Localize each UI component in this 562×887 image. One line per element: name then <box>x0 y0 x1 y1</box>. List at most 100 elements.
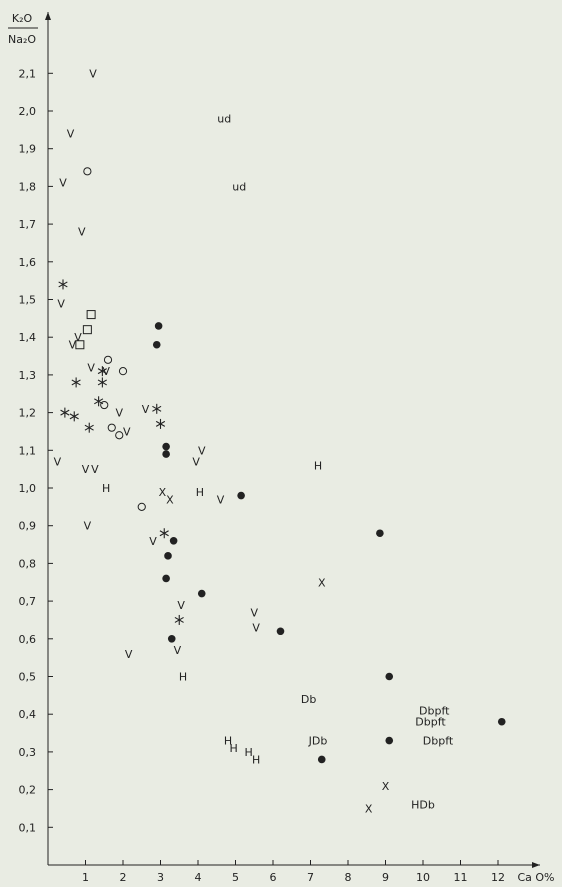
point-v: V <box>174 644 182 657</box>
point-asterisk <box>60 407 70 418</box>
point-h: H <box>196 486 204 499</box>
point-v: V <box>192 456 200 469</box>
point-dot <box>317 755 326 764</box>
point-v: V <box>82 463 90 476</box>
point-annotation: Db <box>301 693 316 706</box>
asterisk-stroke <box>152 405 162 412</box>
y-tick-label: 2,1 <box>19 67 37 80</box>
point-annotation: Dbpft <box>419 704 450 717</box>
point-circle <box>83 167 92 176</box>
point-h: H <box>224 735 232 748</box>
point-v: V <box>217 493 225 506</box>
y-tick-label: 0,8 <box>19 557 37 570</box>
point-v: V <box>123 425 131 438</box>
y-tick-label: 0,7 <box>19 595 37 608</box>
point-dot <box>169 536 178 545</box>
point-asterisk <box>159 528 169 539</box>
point-dot <box>167 635 176 643</box>
y-tick-label: 0,3 <box>19 746 37 759</box>
point-asterisk <box>94 396 104 407</box>
y-tick-label: 0,1 <box>19 821 37 834</box>
point-circle <box>115 431 124 440</box>
point-v: V <box>59 177 67 190</box>
point-v: V <box>91 463 99 476</box>
point-h: H <box>102 482 110 495</box>
y-tick-label: 1,4 <box>19 331 37 344</box>
point-circle <box>103 355 113 364</box>
point-v: V <box>89 67 97 80</box>
point-v: V <box>250 606 258 619</box>
point-v: V <box>87 361 95 374</box>
x-tick-label: 7 <box>307 871 314 884</box>
point-square <box>75 340 85 350</box>
point-annotation: ud <box>217 113 231 126</box>
point-dot <box>385 672 394 681</box>
point-asterisk <box>97 377 107 388</box>
x-tick-label: 6 <box>270 871 277 884</box>
asterisk-stroke <box>84 424 94 431</box>
x-tick-label: 10 <box>416 871 430 884</box>
asterisk-stroke <box>97 368 107 375</box>
point-dot <box>154 322 163 330</box>
x-tick-label: 3 <box>157 871 164 884</box>
y-tick-label: 1,9 <box>19 143 37 156</box>
point-v: V <box>115 407 123 420</box>
point-v: V <box>67 128 75 141</box>
asterisk-stroke <box>60 409 70 416</box>
x-tick-label: 4 <box>195 871 202 884</box>
point-h: H <box>244 746 252 759</box>
point-v: V <box>57 297 65 310</box>
point-dot <box>162 450 170 458</box>
point-square <box>86 310 96 320</box>
asterisk-stroke <box>174 616 184 623</box>
point-asterisk <box>84 422 94 433</box>
x-axis-title: Ca O% <box>517 871 554 884</box>
point-x: X <box>159 486 167 499</box>
x-tick-label: 9 <box>382 871 389 884</box>
point-asterisk <box>97 366 107 377</box>
point-asterisk <box>71 377 81 388</box>
point-x: X <box>318 576 326 589</box>
point-v: V <box>102 365 110 378</box>
y-tick-label: 1,3 <box>19 369 37 382</box>
y-tick-label: 1,7 <box>19 218 37 231</box>
y-tick-label: 1,5 <box>19 294 37 307</box>
point-dot <box>237 491 245 500</box>
point-circle <box>118 367 128 376</box>
point-dot <box>152 340 161 349</box>
asterisk-stroke <box>155 420 166 427</box>
point-annotation: Dbpft <box>415 716 446 729</box>
point-circle <box>137 502 146 511</box>
point-circle <box>107 423 116 432</box>
x-tick-label: 12 <box>491 871 505 884</box>
point-dot <box>276 627 285 636</box>
point-h: H <box>314 459 322 472</box>
point-v: V <box>198 444 206 457</box>
point-v: V <box>142 403 150 416</box>
y-tick-label: 1,6 <box>19 256 37 269</box>
point-h: H <box>252 753 260 766</box>
point-dot <box>162 442 170 451</box>
y-tick-label: 1,8 <box>19 180 37 193</box>
point-dot <box>385 736 394 745</box>
y-tick-label: 0,2 <box>19 784 37 797</box>
point-h: H <box>229 742 237 755</box>
point-asterisk <box>69 411 79 422</box>
point-asterisk <box>152 403 162 414</box>
y-tick-label: 0,6 <box>19 633 37 646</box>
y-tick-label: 0,5 <box>19 671 37 684</box>
x-tick-label: 11 <box>454 871 468 884</box>
point-dot <box>376 529 384 538</box>
point-annotation: ud <box>232 180 246 193</box>
asterisk-stroke <box>159 530 169 537</box>
asterisk-stroke <box>69 413 79 420</box>
point-v: V <box>69 339 77 352</box>
point-v: V <box>78 226 86 239</box>
y-axis-title-numerator: K₂O <box>12 12 33 25</box>
point-circle <box>100 400 109 410</box>
point-x: X <box>382 780 390 793</box>
point-v: V <box>84 520 92 533</box>
x-tick-label: 5 <box>232 871 239 884</box>
point-dot <box>162 574 170 583</box>
